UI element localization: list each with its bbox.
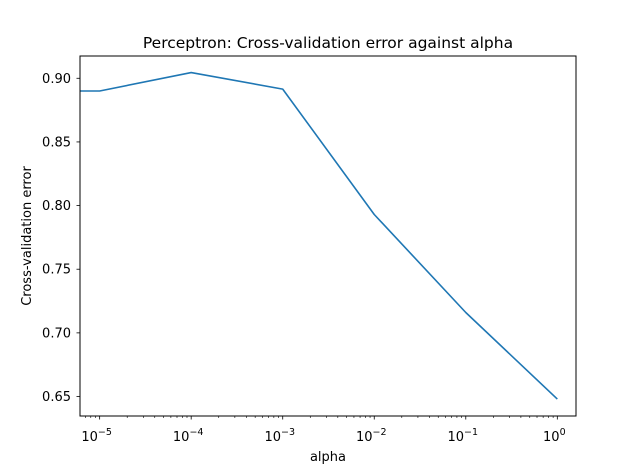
y-axis-label: Cross-validation error — [20, 166, 35, 306]
y-tick-label: 0.75 — [42, 263, 71, 278]
x-minor-ticks — [85, 416, 554, 418]
x-axis-label: alpha — [310, 450, 346, 465]
x-tick-label: 10−3 — [264, 427, 295, 445]
x-tick-label: 10−1 — [447, 427, 478, 445]
x-tick-label: 10−4 — [173, 427, 204, 445]
y-tick-label: 0.85 — [42, 135, 71, 150]
y-tick-label: 0.90 — [42, 72, 71, 87]
chart-title: Perceptron: Cross-validation error again… — [143, 34, 513, 52]
y-tick-label: 0.80 — [42, 199, 71, 214]
plot-frame — [79, 55, 577, 417]
y-axis-ticks: 0.65 0.70 0.75 0.80 0.85 0.90 — [42, 72, 80, 405]
x-tick-label: 10−2 — [356, 427, 387, 445]
y-tick-label: 0.70 — [42, 326, 71, 341]
x-tick-label: 10−5 — [81, 427, 112, 445]
series-layer — [80, 71, 558, 400]
x-tick-label: 100 — [543, 427, 566, 445]
series-line-1 — [80, 71, 558, 400]
plot-area — [80, 56, 576, 416]
y-tick-label: 0.65 — [42, 390, 71, 405]
x-axis-ticks: 10−5 10−4 10−3 10−2 10−1 100 — [81, 416, 566, 445]
